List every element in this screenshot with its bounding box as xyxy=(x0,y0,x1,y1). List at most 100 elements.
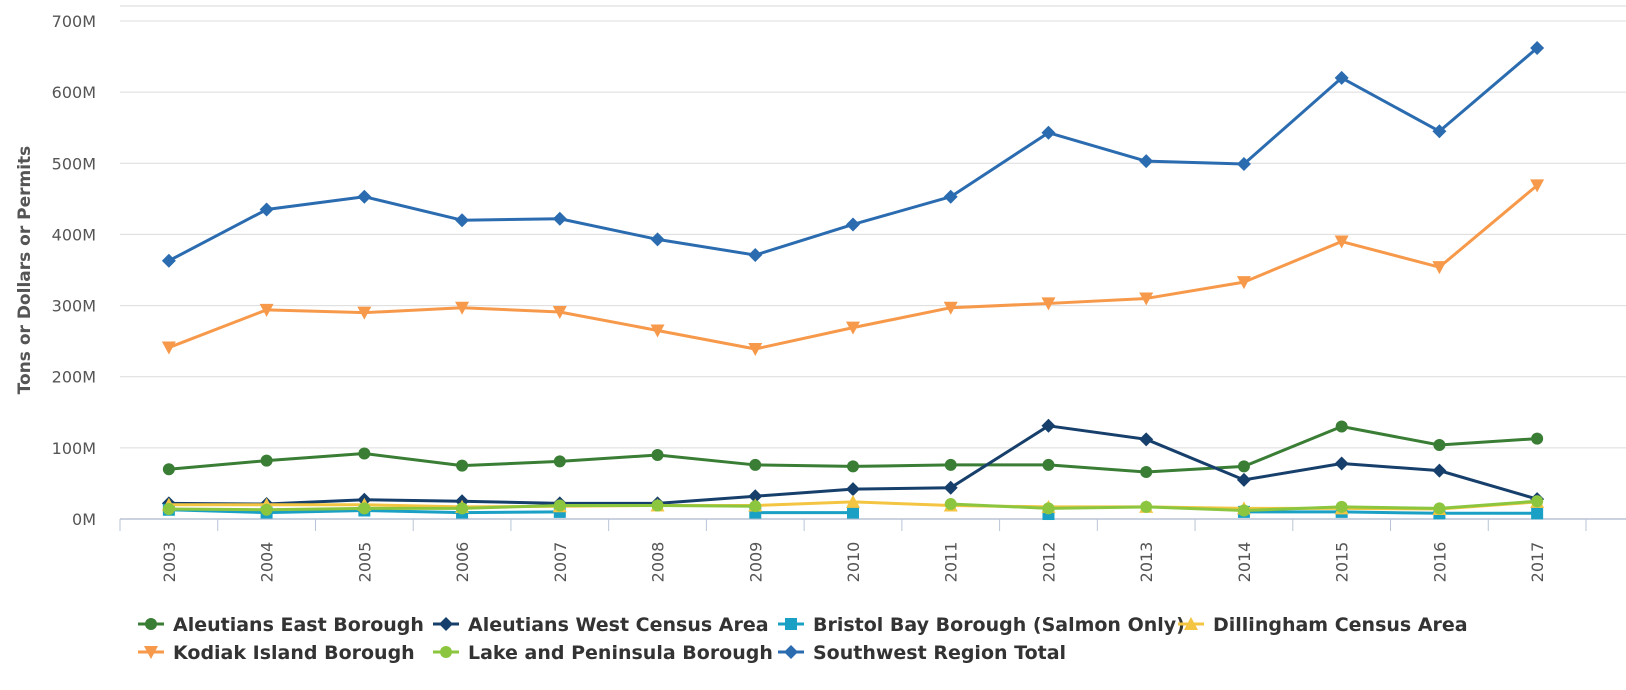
data-point xyxy=(748,342,763,356)
data-point xyxy=(1433,502,1446,515)
y-tick-label: 400M xyxy=(52,225,96,244)
data-point xyxy=(456,502,469,515)
data-point xyxy=(749,500,762,513)
x-tick-label: 2003 xyxy=(160,542,179,583)
series xyxy=(161,41,1545,521)
data-point xyxy=(162,463,175,476)
data-point xyxy=(1237,504,1250,517)
legend-item: Bristol Bay Borough (Salmon Only) xyxy=(778,614,1185,636)
legend-marker xyxy=(439,617,453,631)
series-line xyxy=(1243,510,1538,515)
data-point xyxy=(161,341,176,355)
data-point xyxy=(1140,500,1153,513)
x-tick-label: 2016 xyxy=(1430,542,1449,583)
data-point xyxy=(260,454,273,467)
data-point xyxy=(1433,439,1446,452)
data-point xyxy=(651,448,664,461)
data-point xyxy=(260,503,273,516)
x-tick-label: 2012 xyxy=(1039,542,1058,583)
data-point xyxy=(1334,456,1349,471)
data-point xyxy=(162,503,175,516)
data-point xyxy=(651,499,664,512)
legend-item: Aleutians East Borough xyxy=(138,614,424,636)
data-point xyxy=(456,459,469,472)
data-point xyxy=(259,303,274,317)
x-tick-label: 2010 xyxy=(844,542,863,583)
data-point xyxy=(1334,70,1349,85)
legend-marker xyxy=(440,646,452,658)
data-point xyxy=(1237,460,1250,473)
y-tick-label: 700M xyxy=(52,12,96,31)
data-point xyxy=(1139,154,1154,169)
data-point xyxy=(1531,507,1544,520)
x-tick-label: 2008 xyxy=(649,542,668,583)
data-point xyxy=(847,506,859,519)
legend-marker xyxy=(1184,617,1198,630)
data-point xyxy=(357,189,372,204)
legend-label: Kodiak Island Borough xyxy=(173,642,415,664)
legend: Aleutians East Borough Aleutians West Cen… xyxy=(138,614,1468,664)
data-point xyxy=(943,301,958,315)
data-point xyxy=(1530,41,1545,56)
data-point xyxy=(1432,261,1447,275)
data-point xyxy=(1432,124,1447,139)
x-tick-label: 2011 xyxy=(942,542,961,583)
legend-item: Dillingham Census Area xyxy=(1178,614,1468,636)
legend-item: Aleutians West Census Area xyxy=(433,614,769,636)
data-point xyxy=(846,321,860,335)
data-point xyxy=(846,217,860,232)
y-tick-label: 500M xyxy=(52,154,96,173)
x-tick-label: 2004 xyxy=(258,542,277,583)
data-point xyxy=(455,213,470,228)
data-point xyxy=(847,460,859,473)
data-point xyxy=(1042,458,1055,471)
data-point xyxy=(1139,292,1154,306)
data-point xyxy=(1335,420,1348,433)
y-tick-label: 600M xyxy=(52,83,96,102)
data-point xyxy=(944,458,957,471)
data-point xyxy=(552,211,567,226)
data-point xyxy=(846,494,860,508)
data-point xyxy=(943,480,958,495)
y-axis: 0M 100M 200M 300M 400M 500M 600M 700M xyxy=(52,12,96,529)
legend-label: Bristol Bay Borough (Salmon Only) xyxy=(813,614,1185,636)
y-tick-label: 300M xyxy=(52,297,96,316)
data-point xyxy=(1139,432,1154,447)
legend-marker xyxy=(145,618,157,630)
legend-label: Aleutians West Census Area xyxy=(468,614,769,636)
legend-label: Lake and Peninsula Borough xyxy=(468,642,773,664)
x-tick-label: 2014 xyxy=(1235,542,1254,583)
x-tick-label: 2015 xyxy=(1333,542,1352,583)
data-point xyxy=(1236,472,1251,487)
y-tick-label: 100M xyxy=(52,439,96,458)
data-point xyxy=(1236,276,1251,290)
legend-item: Lake and Peninsula Borough xyxy=(433,642,773,664)
legend-label: Dillingham Census Area xyxy=(1213,614,1468,636)
data-point xyxy=(650,232,665,247)
data-point xyxy=(552,305,567,319)
data-point xyxy=(553,499,566,512)
data-point xyxy=(650,324,665,338)
x-tick-label: 2007 xyxy=(551,542,570,583)
series-group xyxy=(161,179,1545,356)
data-point xyxy=(846,482,860,497)
data-point xyxy=(1042,502,1055,515)
legend-marker xyxy=(784,645,798,659)
data-point xyxy=(358,502,371,515)
y-tick-label: 200M xyxy=(52,368,96,387)
data-point xyxy=(749,458,762,471)
x-tick-label: 2009 xyxy=(746,542,765,583)
data-point xyxy=(748,489,763,504)
data-point xyxy=(1531,432,1544,445)
grid-lines xyxy=(120,20,1626,449)
data-point xyxy=(943,189,958,204)
data-point xyxy=(455,301,470,315)
data-point xyxy=(259,202,274,217)
data-point xyxy=(1334,235,1349,249)
legend-label: Southwest Region Total xyxy=(813,642,1066,664)
y-tick-label: 0M xyxy=(72,510,96,529)
x-tick-label: 2013 xyxy=(1137,542,1156,583)
series-group xyxy=(162,495,1544,517)
data-point xyxy=(1041,418,1056,433)
legend-marker xyxy=(144,646,158,659)
